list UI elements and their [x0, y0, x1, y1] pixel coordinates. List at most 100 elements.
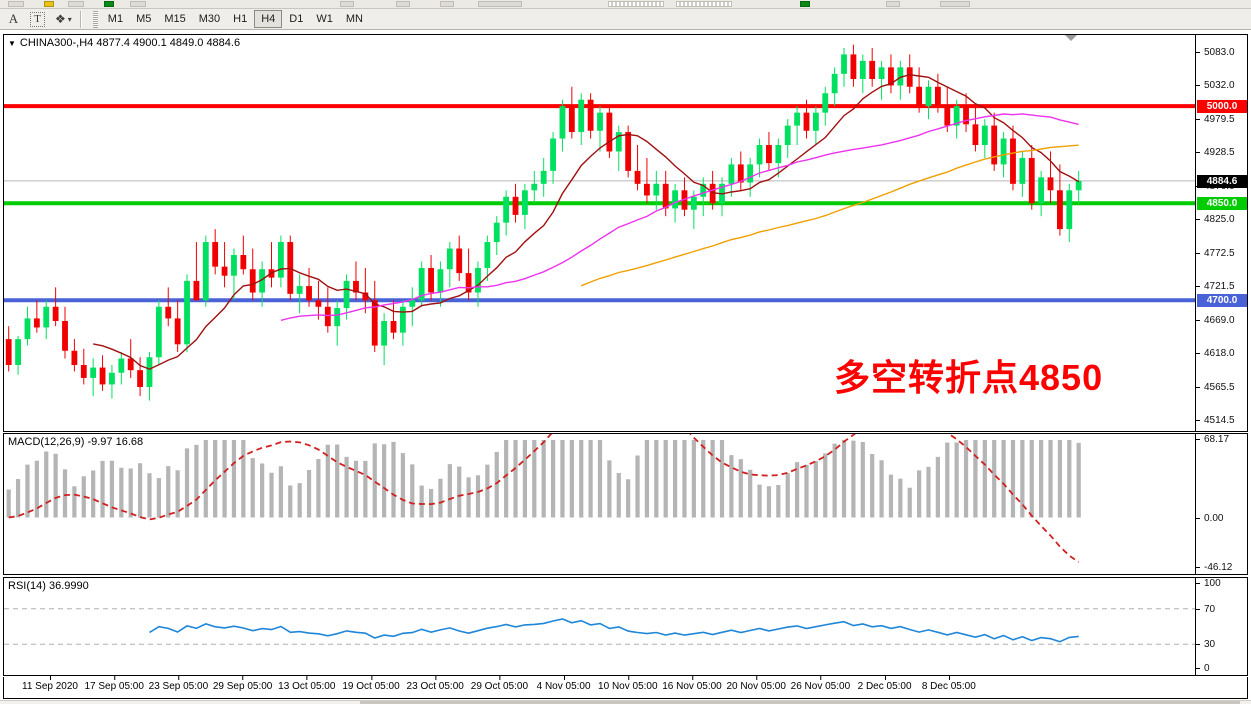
- price-tag-4884-6[interactable]: 4884.6: [1197, 174, 1247, 188]
- horizontal-scrollbar[interactable]: [0, 700, 1251, 704]
- toolbar-slider-2[interactable]: [676, 1, 732, 7]
- rsi-axis-tick: 0: [1196, 663, 1248, 674]
- timeframe-w1[interactable]: W1: [310, 10, 339, 28]
- timeframe-label: MN: [345, 13, 363, 25]
- timeframe-label: M1: [107, 13, 124, 25]
- timeframe-h1[interactable]: H1: [227, 10, 253, 28]
- toolbar-drag-handle[interactable]: [92, 10, 98, 28]
- price-axis-tick: 4669.0: [1196, 315, 1248, 326]
- macd-panel[interactable]: MACD(12,26,9) -9.97 16.68 68.17 0.00 -46.1…: [3, 433, 1248, 575]
- toolbar-icon-7[interactable]: [886, 1, 900, 7]
- macd-axis[interactable]: 68.17 0.00 -46.12: [1195, 434, 1247, 574]
- rsi-axis-tick: 30: [1196, 639, 1248, 650]
- price-axis-tick: 5032.0: [1196, 80, 1248, 91]
- macd-axis-tick: 68.17: [1196, 434, 1248, 445]
- rsi-header-text: RSI(14) 36.9990: [8, 580, 89, 592]
- timeframe-m5[interactable]: M5: [130, 10, 157, 28]
- toolbar-separator: [79, 10, 82, 28]
- rsi-panel[interactable]: RSI(14) 36.9990 100 70 30 0: [3, 577, 1248, 676]
- chart-header-text: CHINA300-,H4 4877.4 4900.1 4849.0 4884.6: [19, 37, 241, 49]
- time-axis-label: 10 Nov 05:00: [598, 676, 658, 692]
- price-axis-tick: 4825.0: [1196, 214, 1248, 225]
- price-axis-tick: 5083.0: [1196, 47, 1248, 58]
- timeframe-label: H1: [233, 13, 248, 25]
- toolbar-icon-2[interactable]: [68, 1, 84, 7]
- toolbar-icon-green[interactable]: [104, 1, 114, 7]
- upper-toolbar-strip[interactable]: [0, 0, 1251, 9]
- toolbar-dropdown-1[interactable]: [478, 1, 522, 7]
- toolbar-icon-4[interactable]: [340, 1, 354, 7]
- timeframe-label: M15: [164, 13, 186, 25]
- timeframe-label: M30: [198, 13, 221, 25]
- time-axis-label: 23 Oct 05:00: [406, 676, 464, 692]
- timeframe-d1[interactable]: D1: [283, 10, 309, 28]
- toolbar-icon-yellow[interactable]: [44, 1, 54, 7]
- price-axis-tick: 4979.5: [1196, 114, 1248, 125]
- label-tool-button[interactable]: T: [27, 10, 48, 29]
- rsi-axis-tick: 70: [1196, 604, 1248, 615]
- shapes-tool-button[interactable]: ❖ ▾: [52, 10, 75, 29]
- toolbar-icon-3[interactable]: [130, 1, 146, 7]
- toolbar-icon-8[interactable]: [940, 1, 970, 7]
- chart-marker-triangle-icon[interactable]: [1065, 35, 1078, 41]
- price-tag-4700-0[interactable]: 4700.0: [1197, 294, 1247, 308]
- price-chart-panel[interactable]: ▼ CHINA300-,H4 4877.4 4900.1 4849.0 4884…: [3, 34, 1248, 432]
- toolbar-icon-green-2[interactable]: [800, 1, 810, 7]
- shapes-icon: ❖: [55, 12, 66, 26]
- macd-plot-area[interactable]: [4, 434, 1195, 574]
- timeframe-label: D1: [289, 13, 304, 25]
- drawing-and-timeframe-toolbar[interactable]: A T ❖ ▾ M1 M5 M15 M30 H1 H4 D1 W1 MN: [0, 9, 1251, 30]
- rsi-plot-area[interactable]: [4, 578, 1195, 675]
- macd-axis-tick: 0.00: [1196, 513, 1248, 524]
- timeframe-label: M5: [136, 13, 152, 25]
- timeframe-label: H4: [261, 13, 276, 25]
- price-axis-tick: 4514.5: [1196, 415, 1248, 426]
- toolbar-slider-1[interactable]: [608, 1, 664, 7]
- time-axis-label: 19 Oct 05:00: [342, 676, 400, 692]
- timeframe-m15[interactable]: M15: [158, 10, 191, 28]
- rsi-header: RSI(14) 36.9990: [8, 580, 89, 592]
- time-axis-label: 13 Oct 05:00: [278, 676, 336, 692]
- rsi-axis[interactable]: 100 70 30 0: [1195, 578, 1247, 675]
- time-axis-label: 4 Nov 05:00: [536, 676, 591, 692]
- time-axis-label: 11 Sep 2020: [22, 676, 78, 692]
- chart-annotation-text[interactable]: 多空转折点4850: [834, 356, 1104, 398]
- timeframe-group[interactable]: M1 M5 M15 M30 H1 H4 D1 W1 MN: [102, 10, 370, 28]
- rsi-axis-tick: 100: [1196, 578, 1248, 589]
- time-axis[interactable]: 11 Sep 2020 17 Sep 05:00 23 Sep 05:00 29 Se…: [3, 676, 1248, 699]
- macd-header: MACD(12,26,9) -9.97 16.68: [8, 436, 143, 448]
- text-tool-label: A: [8, 11, 19, 26]
- price-axis-tick: 4565.5: [1196, 382, 1248, 393]
- macd-header-text: MACD(12,26,9) -9.97 16.68: [8, 436, 144, 448]
- price-axis[interactable]: 5083.05032.04979.54928.54876.04825.04772…: [1195, 35, 1247, 431]
- timeframe-mn[interactable]: MN: [340, 10, 369, 28]
- price-axis-tick: 4721.5: [1196, 281, 1248, 292]
- timeframe-m1[interactable]: M1: [102, 10, 129, 28]
- time-axis-label: 29 Sep 05:00: [212, 676, 273, 692]
- price-axis-tick: 4618.0: [1196, 348, 1248, 359]
- timeframe-h4[interactable]: H4: [254, 10, 283, 28]
- time-axis-label: 26 Nov 05:00: [790, 676, 851, 692]
- time-axis-label: 17 Sep 05:00: [84, 676, 144, 692]
- text-tool-button[interactable]: A: [4, 10, 23, 29]
- price-tag-4850-0[interactable]: 4850.0: [1197, 197, 1247, 211]
- scrollbar-thumb[interactable]: [360, 701, 1240, 704]
- chevron-down-icon: ▾: [67, 14, 72, 24]
- time-axis-label: 16 Nov 05:00: [662, 676, 722, 692]
- timeframe-m30[interactable]: M30: [193, 10, 226, 28]
- collapse-caret-icon[interactable]: ▼: [8, 38, 16, 48]
- toolbar-icon-1[interactable]: [8, 1, 24, 7]
- time-axis-label: 8 Dec 05:00: [921, 676, 976, 692]
- time-axis-label: 20 Nov 05:00: [726, 676, 786, 692]
- price-tag-5000-0[interactable]: 5000.0: [1197, 100, 1247, 114]
- macd-axis-tick: -46.12: [1196, 562, 1248, 573]
- price-plot-area[interactable]: 多空转折点4850: [4, 35, 1195, 431]
- timeframe-label: W1: [316, 13, 333, 25]
- chart-header: ▼ CHINA300-,H4 4877.4 4900.1 4849.0 4884…: [8, 37, 240, 49]
- toolbar-icon-5[interactable]: [396, 1, 410, 7]
- time-axis-label: 2 Dec 05:00: [857, 676, 912, 692]
- time-axis-label: 29 Oct 05:00: [470, 676, 529, 692]
- toolbar-icon-6[interactable]: [440, 1, 454, 7]
- label-tool-label: T: [34, 13, 41, 25]
